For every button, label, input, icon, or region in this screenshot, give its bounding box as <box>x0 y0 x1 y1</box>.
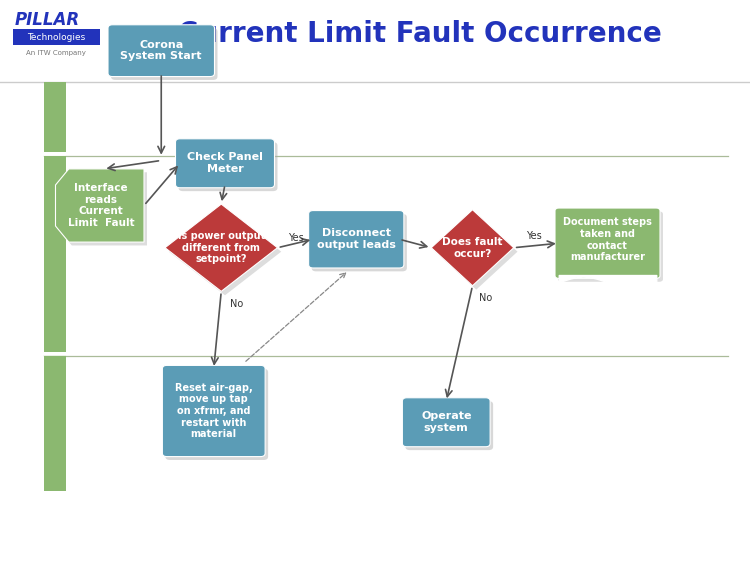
Polygon shape <box>165 204 278 291</box>
FancyBboxPatch shape <box>402 397 490 447</box>
Polygon shape <box>44 356 66 367</box>
Polygon shape <box>56 169 144 242</box>
FancyBboxPatch shape <box>178 142 278 191</box>
Text: Disconnect
output leads: Disconnect output leads <box>316 229 396 250</box>
Polygon shape <box>58 172 147 245</box>
FancyBboxPatch shape <box>111 28 218 80</box>
Polygon shape <box>44 156 66 167</box>
Text: Interface
reads
Current
Limit  Fault: Interface reads Current Limit Fault <box>68 183 134 228</box>
FancyBboxPatch shape <box>312 214 407 271</box>
FancyBboxPatch shape <box>309 211 404 268</box>
FancyBboxPatch shape <box>44 82 66 152</box>
Polygon shape <box>435 213 517 289</box>
Text: Reset air-gap,
move up tap
on xfrmr, and
restart with
material: Reset air-gap, move up tap on xfrmr, and… <box>175 383 253 439</box>
FancyBboxPatch shape <box>405 401 494 450</box>
FancyBboxPatch shape <box>176 139 274 188</box>
FancyBboxPatch shape <box>165 369 268 460</box>
FancyBboxPatch shape <box>44 156 66 352</box>
Text: Current Limit Fault Occurrence: Current Limit Fault Occurrence <box>178 20 662 48</box>
Text: Operate
system: Operate system <box>421 412 472 433</box>
Text: No: No <box>479 293 493 303</box>
Polygon shape <box>431 209 514 285</box>
FancyBboxPatch shape <box>162 365 266 457</box>
Text: Document steps
taken and
contact
manufacturer: Document steps taken and contact manufac… <box>563 217 652 262</box>
FancyBboxPatch shape <box>558 212 663 282</box>
Text: PILLAR: PILLAR <box>15 11 80 29</box>
FancyBboxPatch shape <box>108 25 214 77</box>
Text: No: No <box>230 299 243 309</box>
Polygon shape <box>169 208 281 295</box>
Text: Does fault
occur?: Does fault occur? <box>442 237 503 258</box>
Text: An ITW Company: An ITW Company <box>26 51 86 56</box>
Text: Is power output
different from
setpoint?: Is power output different from setpoint? <box>178 231 265 264</box>
Text: Yes: Yes <box>526 231 542 242</box>
FancyBboxPatch shape <box>44 356 66 491</box>
FancyBboxPatch shape <box>13 29 100 45</box>
Text: Yes: Yes <box>288 233 304 243</box>
FancyBboxPatch shape <box>555 208 660 279</box>
Text: Technologies: Technologies <box>27 33 86 42</box>
Text: Corona
System Start: Corona System Start <box>121 40 202 61</box>
Text: Check Panel
Meter: Check Panel Meter <box>187 153 263 174</box>
